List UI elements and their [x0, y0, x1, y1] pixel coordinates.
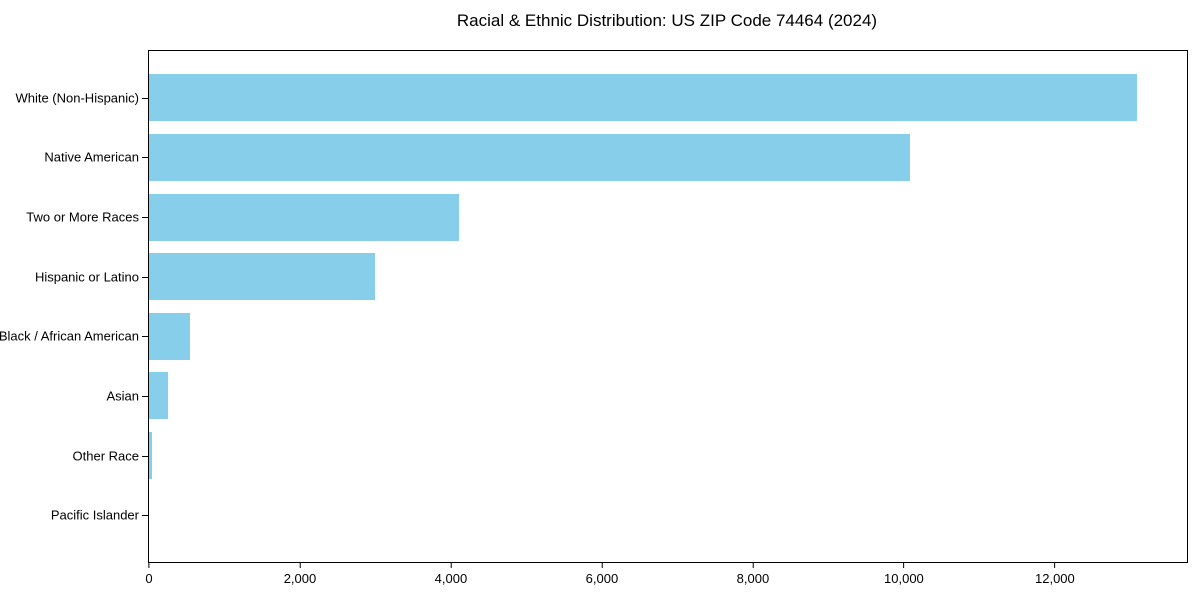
x-axis-tick: 12,000 [1035, 563, 1075, 586]
x-axis: 0 2,000 4,000 6,000 8,000 10,000 12,000 [145, 562, 1187, 592]
x-tick-mark [752, 563, 754, 568]
bar [149, 312, 191, 360]
category-label: Asian [106, 388, 139, 404]
category-label: Pacific Islander [50, 507, 139, 523]
bar-row: Asian [106, 366, 1187, 426]
bar [149, 74, 1138, 122]
y-axis-tick [142, 97, 148, 99]
x-tick-mark [299, 563, 301, 568]
x-tick-label: 6,000 [585, 571, 619, 586]
plot-area: White (Non-Hispanic) Native American Two o… [0, 50, 1188, 586]
x-tick-label: 12,000 [1035, 571, 1075, 586]
bar-row: White (Non-Hispanic) [15, 68, 1187, 128]
bar [149, 432, 153, 480]
y-axis-tick [142, 455, 148, 457]
category-label: White (Non-Hispanic) [15, 90, 139, 106]
x-axis-tick: 2,000 [283, 563, 317, 586]
y-axis-tick [142, 515, 148, 517]
x-axis-tick: 10,000 [884, 563, 924, 586]
x-tick-label: 10,000 [884, 571, 924, 586]
bar-row: Pacific Islander [51, 485, 1187, 545]
bar [149, 193, 460, 241]
category-label: Other Race [72, 448, 139, 464]
x-tick-mark [450, 563, 452, 568]
category-label: Two or More Races [26, 209, 139, 225]
y-axis-tick [142, 336, 148, 338]
x-tick-label: 4,000 [434, 571, 468, 586]
y-axis-tick [142, 395, 148, 397]
bar [149, 133, 910, 181]
category-label: Native American [44, 149, 139, 165]
y-axis-tick [142, 276, 148, 278]
y-axis-tick [142, 217, 148, 219]
bar-row: Two or More Races [26, 187, 1187, 247]
x-tick-label: 2,000 [283, 571, 317, 586]
x-tick-label: 0 [145, 571, 153, 586]
x-axis-tick: 8,000 [736, 563, 770, 586]
x-axis-tick: 0 [145, 563, 153, 586]
bar-row: Native American [44, 128, 1187, 188]
x-tick-mark [903, 563, 905, 568]
bar-row: Hispanic or Latino [35, 247, 1187, 307]
category-label: Black / African American [0, 328, 139, 344]
x-axis-tick: 6,000 [585, 563, 619, 586]
bar-row: Black / African American [0, 307, 1187, 367]
chart-title: Racial & Ethnic Distribution: US ZIP Cod… [456, 11, 878, 30]
bar-row: Other Race [73, 426, 1187, 486]
x-tick-mark [148, 563, 150, 568]
y-axis-tick [142, 157, 148, 159]
bars-container: White (Non-Hispanic) Native American Two o… [0, 51, 1187, 562]
x-axis-tick: 4,000 [434, 563, 468, 586]
category-label: Hispanic or Latino [34, 269, 139, 285]
x-tick-mark [1054, 563, 1056, 568]
bar [149, 372, 168, 420]
bar [149, 253, 375, 301]
x-tick-mark [601, 563, 603, 568]
x-tick-label: 8,000 [736, 571, 770, 586]
